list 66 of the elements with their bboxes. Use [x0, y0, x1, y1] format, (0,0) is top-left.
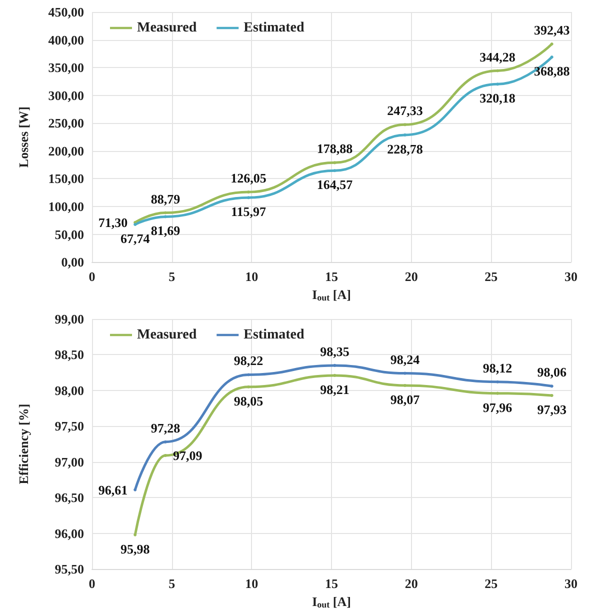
x-tick-label: 30 [564, 269, 578, 284]
data-label: 98,21 [320, 382, 350, 397]
data-label: 81,69 [150, 223, 181, 238]
data-label: 98,07 [390, 392, 420, 407]
y-tick-label: 450,00 [48, 4, 84, 20]
x-tick-label: 20 [404, 269, 418, 284]
y-tick-label: 97,50 [54, 418, 84, 434]
data-label: 228,78 [387, 141, 424, 156]
legend-label: Measured [137, 20, 197, 36]
data-label: 95,98 [120, 541, 150, 556]
data-label: 98,35 [320, 344, 350, 359]
data-label: 126,05 [230, 170, 267, 186]
x-tick-label: 25 [484, 269, 498, 284]
y-tick-label: 350,00 [48, 60, 84, 76]
x-tick-label: 0 [88, 269, 96, 284]
y-tick-label: 100,00 [48, 199, 84, 214]
data-label: 98,06 [537, 364, 567, 380]
x-tick-label: 10 [245, 269, 258, 284]
data-label: 96,61 [98, 482, 128, 498]
data-label: 115,97 [230, 204, 266, 220]
x-tick-label: 5 [168, 269, 176, 284]
data-label: 344,28 [480, 49, 516, 64]
data-label: 98,22 [234, 353, 264, 368]
x-tick-label: 15 [325, 269, 338, 284]
data-label: 88,79 [150, 191, 181, 206]
y-tick-label: 0,00 [61, 254, 84, 270]
data-label: 97,09 [172, 448, 203, 463]
y-tick-label: 400,00 [48, 32, 84, 48]
y-axis-title: Efficiency [%] [16, 404, 31, 484]
y-tick-label: 50,00 [54, 226, 84, 242]
data-label: 178,88 [316, 141, 354, 156]
x-tick-label: 5 [168, 576, 176, 592]
data-label: 98,24 [390, 352, 420, 367]
y-tick-label: 250,00 [48, 116, 84, 131]
y-tick-label: 99,00 [54, 312, 84, 326]
legend-label: Estimated [244, 20, 304, 36]
y-tick-label: 98,50 [54, 347, 84, 362]
data-label: 97,96 [482, 400, 513, 415]
x-tick-label: 15 [325, 576, 338, 592]
x-tick-label: 30 [564, 576, 578, 592]
y-tick-label: 150,00 [48, 171, 84, 186]
y-tick-label: 98,00 [54, 382, 84, 398]
y-tick-label: 200,00 [48, 143, 84, 158]
x-tick-label: 0 [88, 576, 96, 592]
data-label: 320,18 [480, 90, 516, 106]
y-tick-label: 97,00 [54, 454, 84, 470]
y-tick-label: 96,50 [54, 490, 84, 506]
data-label: 97,28 [150, 420, 181, 436]
data-label: 98,05 [234, 393, 264, 408]
y-tick-label: 96,00 [54, 526, 84, 541]
data-label: 392,43 [534, 22, 570, 38]
data-label: 97,93 [537, 402, 567, 417]
y-tick-label: 300,00 [48, 88, 84, 103]
x-tick-label: 10 [245, 576, 258, 592]
y-tick-label: 95,50 [54, 562, 84, 577]
data-label: 71,30 [98, 214, 128, 230]
data-label: 247,33 [387, 103, 424, 118]
data-label: 368,88 [534, 64, 570, 79]
legend-label: Estimated [244, 328, 304, 342]
y-axis-title: Losses [W] [16, 106, 31, 168]
x-tick-label: 20 [404, 576, 418, 592]
data-label: 67,74 [120, 230, 150, 246]
data-label: 98,12 [482, 360, 512, 376]
x-tick-label: 25 [484, 576, 498, 592]
legend-label: Measured [137, 328, 197, 342]
data-label: 164,57 [316, 177, 354, 192]
